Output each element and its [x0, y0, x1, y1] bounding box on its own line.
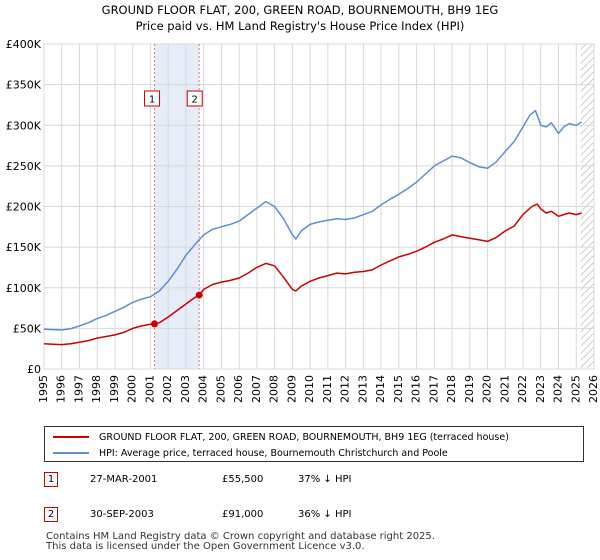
y-tick-label: £300K — [6, 119, 42, 132]
x-tick-label: 2005 — [214, 375, 227, 403]
y-tick-label: £250K — [6, 160, 42, 173]
transaction-date: 30-SEP-2003 — [90, 509, 154, 520]
x-tick-label: 2001 — [143, 375, 156, 403]
x-tick-label: 2017 — [427, 375, 440, 403]
x-tick-label: 2016 — [410, 375, 423, 403]
x-tick-label: 1997 — [72, 375, 85, 403]
x-tick-label: 2020 — [481, 375, 494, 403]
legend-item-hpi: HPI: Average price, terraced house, Bour… — [53, 446, 448, 460]
x-tick-label: 2007 — [250, 375, 263, 403]
table-row: 1 27-MAR-2001 £55,500 37% ↓ HPI — [44, 472, 584, 490]
transaction-hpi: 37% ↓ HPI — [298, 474, 352, 485]
transaction-badge: 2 — [44, 507, 58, 522]
marker-point — [195, 291, 203, 299]
x-tick-label: 2008 — [268, 375, 281, 403]
legend: GROUND FLOOR FLAT, 200, GREEN ROAD, BOUR… — [44, 426, 584, 462]
y-tick-label: £400K — [6, 38, 42, 51]
x-tick-label: 1998 — [90, 375, 103, 403]
marker-point — [151, 320, 159, 328]
x-tick-label: 2003 — [179, 375, 192, 403]
y-tick-label: £200K — [6, 201, 42, 214]
x-tick-label: 2000 — [126, 375, 139, 403]
transaction-price: £91,000 — [222, 509, 264, 520]
x-tick-label: 2021 — [498, 375, 511, 403]
marker-label: 1 — [149, 95, 155, 106]
series-line — [43, 109, 582, 331]
x-tick-label: 2009 — [285, 375, 298, 403]
x-tick-label: 2012 — [339, 375, 352, 403]
marker-label: 2 — [192, 95, 198, 106]
x-tick-label: 2014 — [374, 375, 387, 403]
chart-subtitle: Price paid vs. HM Land Registry's House … — [136, 19, 465, 33]
x-tick-label: 1999 — [108, 375, 121, 403]
x-tick-label: 2018 — [445, 375, 458, 403]
x-tick-label: 1995 — [37, 375, 50, 403]
footer-copyright: Contains HM Land Registry data © Crown c… — [46, 531, 435, 542]
table-row: 2 30-SEP-2003 £91,000 36% ↓ HPI — [44, 507, 584, 525]
x-tick-label: 2015 — [392, 375, 405, 403]
transaction-badge: 1 — [44, 472, 58, 487]
x-tick-label: 2019 — [463, 375, 476, 403]
x-tick-label: 2004 — [197, 375, 210, 403]
marker-badge — [144, 90, 161, 107]
series-line — [43, 203, 582, 346]
x-tick-label: 2022 — [516, 375, 529, 403]
x-tick-label: 2010 — [303, 375, 316, 403]
x-tick-label: 2026 — [587, 375, 600, 403]
y-tick-label: £50K — [13, 322, 42, 335]
footer-licence: This data is licensed under the Open Gov… — [46, 541, 365, 552]
y-tick-label: £350K — [6, 79, 42, 92]
footer: Contains HM Land Registry data © Crown c… — [46, 532, 435, 552]
transaction-price: £55,500 — [222, 474, 264, 485]
x-tick-label: 2006 — [232, 375, 245, 403]
y-tick-label: £0 — [27, 363, 41, 376]
x-tick-label: 2023 — [534, 375, 547, 403]
x-tick-label: 2024 — [552, 375, 565, 403]
x-tick-label: 2013 — [356, 375, 369, 403]
y-tick-label: £100K — [6, 282, 42, 295]
y-tick-label: £150K — [6, 241, 42, 254]
chart-title: GROUND FLOOR FLAT, 200, GREEN ROAD, BOUR… — [102, 3, 499, 17]
x-tick-label: 2002 — [161, 375, 174, 403]
transaction-hpi: 36% ↓ HPI — [298, 509, 352, 520]
legend-item-property: GROUND FLOOR FLAT, 200, GREEN ROAD, BOUR… — [53, 430, 509, 444]
transaction-date: 27-MAR-2001 — [90, 474, 158, 485]
marker-badge — [186, 90, 203, 107]
legend-label-property: GROUND FLOOR FLAT, 200, GREEN ROAD, BOUR… — [99, 431, 509, 443]
x-tick-label: 2025 — [569, 375, 582, 403]
x-tick-label: 2011 — [321, 375, 334, 403]
price-chart: GROUND FLOOR FLAT, 200, GREEN ROAD, BOUR… — [6, 3, 600, 403]
legend-label-hpi: HPI: Average price, terraced house, Bour… — [99, 447, 448, 459]
legend-swatch-hpi — [53, 452, 89, 454]
x-tick-label: 1996 — [55, 375, 68, 403]
legend-swatch-property — [53, 436, 89, 438]
